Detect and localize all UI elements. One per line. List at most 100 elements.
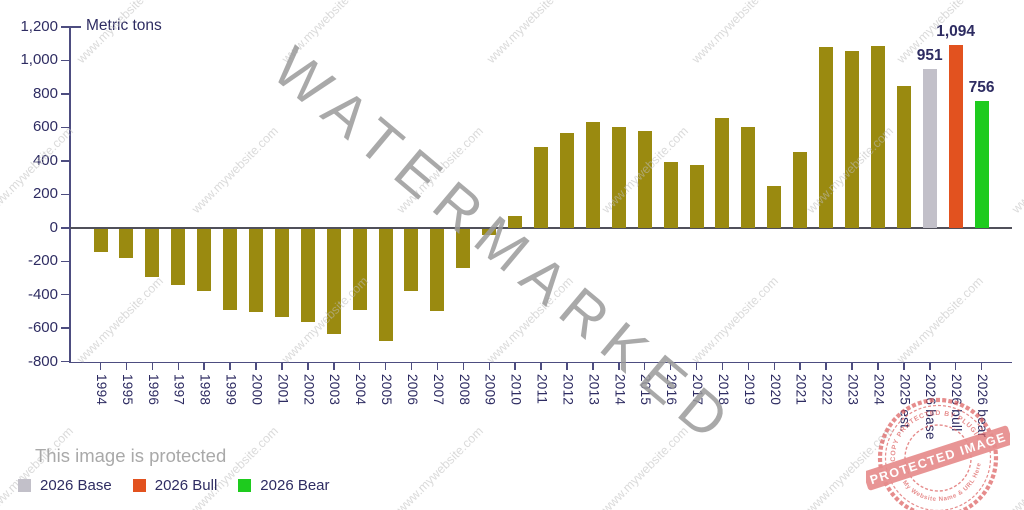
y-axis-label: -200 bbox=[27, 252, 58, 270]
protection-notice: This image is protected bbox=[35, 445, 227, 466]
x-axis-tick bbox=[125, 363, 128, 370]
x-axis-tick bbox=[436, 363, 439, 370]
watermark-tile: www.mywebsite.com bbox=[689, 274, 781, 366]
x-axis-label-2026-base: 2026 base bbox=[923, 374, 939, 440]
bar-2016 bbox=[663, 161, 678, 228]
y-axis-label: -800 bbox=[27, 352, 58, 370]
y-axis-tick bbox=[61, 93, 70, 95]
x-axis-label-2003: 2003 bbox=[327, 374, 343, 406]
bar-value-label-2026-base: 951 bbox=[916, 46, 943, 64]
zero-line bbox=[70, 227, 1012, 229]
watermark-tile: www.mywebsite.com bbox=[394, 424, 486, 510]
watermark-tile: www.mywebsite.com bbox=[894, 274, 986, 366]
legend-label: 2026 Base bbox=[40, 477, 112, 494]
x-axis-label-2005: 2005 bbox=[379, 374, 395, 406]
y-axis-tick bbox=[61, 193, 70, 196]
bar-value-label-2026-bull: 1,094 bbox=[936, 22, 976, 40]
y-axis-label: 1,200 bbox=[20, 17, 58, 35]
x-axis-label-2015: 2015 bbox=[638, 374, 654, 406]
watermark-tile: www.mywebsite.com bbox=[74, 274, 166, 366]
bar-2023 bbox=[845, 51, 859, 228]
y-axis-label: 0 bbox=[49, 218, 58, 236]
x-axis-tick bbox=[540, 363, 542, 370]
bar-2009 bbox=[482, 228, 497, 235]
bar-2008 bbox=[456, 228, 471, 268]
x-axis-tick bbox=[358, 363, 361, 370]
x-axis-label-2006: 2006 bbox=[404, 374, 420, 406]
x-axis-tick bbox=[514, 363, 516, 370]
x-axis-label-2007: 2007 bbox=[430, 374, 446, 406]
watermark-tile: www.mywebsite.com bbox=[189, 424, 281, 510]
watermark-tile: www.mywebsite.com bbox=[279, 274, 371, 366]
y-axis-tick bbox=[61, 227, 70, 229]
legend-item-2026-bull: 2026 Bull bbox=[132, 477, 217, 494]
legend-swatch bbox=[132, 479, 146, 492]
bar-value-label-2026-bear: 756 bbox=[968, 79, 995, 97]
x-axis-tick bbox=[721, 363, 724, 370]
bar-2021 bbox=[793, 152, 808, 228]
y-axis-tick bbox=[61, 327, 70, 329]
x-axis-label-2001: 2001 bbox=[275, 374, 291, 406]
x-axis-tick bbox=[203, 363, 205, 370]
x-axis-tick bbox=[643, 363, 646, 370]
bar-2020 bbox=[767, 185, 782, 228]
x-axis-label-2020: 2020 bbox=[767, 374, 783, 406]
bar-2018 bbox=[715, 118, 730, 228]
x-axis-tick bbox=[462, 363, 465, 370]
legend-swatch bbox=[238, 479, 252, 492]
bar-2003 bbox=[326, 228, 341, 335]
x-axis-label-1997: 1997 bbox=[171, 374, 187, 406]
x-axis-tick bbox=[618, 363, 620, 370]
bar-1995 bbox=[119, 228, 134, 258]
x-axis-tick bbox=[954, 363, 957, 370]
x-axis-tick bbox=[384, 363, 387, 370]
y-axis-label: -400 bbox=[27, 285, 58, 303]
bar-2007 bbox=[430, 228, 445, 311]
x-axis-label-2011: 2011 bbox=[534, 374, 550, 405]
x-axis-tick bbox=[333, 363, 335, 370]
x-axis-tick bbox=[851, 363, 853, 370]
bar-2026-bear bbox=[974, 101, 989, 228]
bar-1997 bbox=[171, 228, 186, 285]
x-axis-tick bbox=[410, 363, 413, 370]
x-axis-label-2017: 2017 bbox=[690, 374, 706, 406]
watermark-tile: www.mywebsite.com bbox=[1009, 124, 1024, 216]
x-axis-label-1995: 1995 bbox=[119, 374, 135, 406]
bar-2025-est bbox=[896, 86, 911, 228]
bar-2004 bbox=[352, 228, 367, 310]
x-axis-line bbox=[70, 361, 1012, 364]
bar-2019 bbox=[741, 126, 756, 228]
bar-2026-bull bbox=[948, 44, 963, 228]
x-axis-label-2024: 2024 bbox=[871, 374, 887, 406]
watermark-tile: www.mywebsite.com bbox=[599, 424, 691, 510]
y-axis-line bbox=[69, 26, 71, 364]
bar-2012 bbox=[559, 133, 574, 228]
x-axis-label-2013: 2013 bbox=[586, 374, 602, 406]
bar-1999 bbox=[223, 228, 238, 310]
y-axis-label: 200 bbox=[32, 185, 58, 203]
x-axis-tick bbox=[825, 363, 827, 370]
x-axis-label-2008: 2008 bbox=[456, 374, 472, 406]
bar-2022 bbox=[819, 47, 834, 228]
x-axis-tick bbox=[281, 363, 283, 370]
bar-2006 bbox=[404, 228, 419, 291]
y-axis-label: 400 bbox=[32, 151, 58, 169]
x-axis-label-2004: 2004 bbox=[353, 374, 369, 406]
x-axis-label-2021: 2021 bbox=[793, 374, 809, 406]
chart-legend: 2026 Base 2026 Bull 2026 Bear bbox=[18, 477, 330, 494]
x-axis-tick bbox=[488, 363, 490, 370]
x-axis-tick bbox=[255, 363, 257, 370]
x-axis-label-2014: 2014 bbox=[612, 374, 628, 406]
y-axis-tick bbox=[61, 26, 81, 28]
bar-2024 bbox=[870, 46, 885, 228]
x-axis-tick bbox=[669, 363, 672, 370]
x-axis-label-1999: 1999 bbox=[223, 374, 239, 406]
x-axis-label-2018: 2018 bbox=[715, 374, 731, 406]
x-axis-tick bbox=[566, 363, 568, 370]
bar-2000 bbox=[248, 228, 263, 312]
watermark-tile: www.mywebsite.com bbox=[1009, 424, 1024, 510]
watermark-tile: www.mywebsite.com bbox=[689, 0, 781, 66]
y-axis-tick bbox=[61, 293, 70, 296]
chart-unit-label: Metric tons bbox=[86, 17, 162, 34]
x-axis-label-2009: 2009 bbox=[482, 374, 498, 406]
